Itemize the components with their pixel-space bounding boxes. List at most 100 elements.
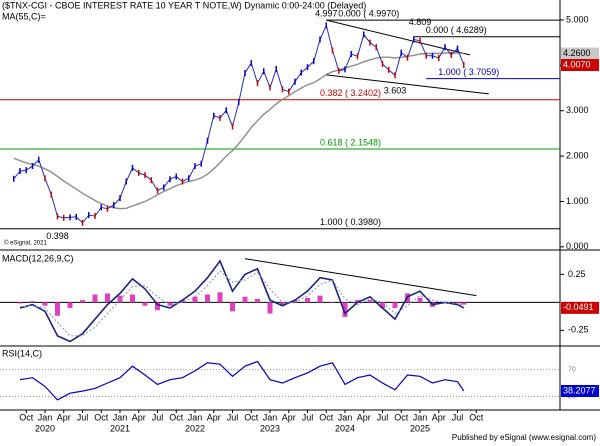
point-label: 4.997 — [315, 8, 338, 18]
histogram-bar — [380, 302, 385, 308]
x-year-label: 2024 — [335, 423, 355, 433]
y-tick-label: -0.25 — [568, 325, 589, 335]
histogram-bar — [192, 296, 198, 303]
trendline — [244, 258, 477, 297]
histogram-bar — [267, 302, 273, 314]
fib-label: 0.618 ( 2.1548) — [320, 137, 381, 147]
histogram-bar — [342, 302, 348, 317]
value-label: 38.2077 — [563, 385, 596, 395]
x-tick-label: Jan — [263, 412, 278, 422]
point-label: 0.398 — [46, 231, 69, 241]
x-tick-label: Jan — [338, 412, 353, 422]
x-tick-label: Apr — [57, 412, 71, 422]
histogram-bar — [180, 300, 185, 303]
x-tick-label: Jul — [452, 412, 464, 422]
x-tick-label: Oct — [394, 412, 409, 422]
histogram-bar — [305, 297, 310, 303]
histogram-bar — [355, 300, 360, 303]
x-tick-label: Apr — [357, 412, 371, 422]
histogram-bar — [417, 297, 423, 303]
trendline — [326, 74, 489, 95]
indicator-line — [19, 259, 465, 343]
y-tick-label: 5.000 — [566, 14, 589, 24]
x-tick-label: Apr — [432, 412, 446, 422]
point-label: 3.603 — [384, 86, 407, 96]
x-tick-label: Oct — [319, 412, 334, 422]
x-year-label: 2022 — [185, 423, 205, 433]
histogram-bar — [105, 293, 110, 303]
fib-label: 0.000 ( 4.6289) — [426, 25, 487, 35]
value-label: -0.0491 — [563, 302, 594, 312]
y-tick-label: 70 — [568, 366, 576, 373]
x-tick-label: Jan — [113, 412, 128, 422]
value-label-box — [561, 59, 599, 72]
x-tick-label: Jan — [188, 412, 203, 422]
x-year-label: 2023 — [260, 423, 280, 433]
x-tick-label: Jul — [227, 412, 239, 422]
signal-line — [19, 270, 464, 337]
x-tick-label: Jan — [413, 412, 428, 422]
histogram-bar — [330, 302, 335, 303]
value-label-box — [561, 301, 599, 314]
histogram-bar — [205, 294, 210, 303]
histogram-bar — [42, 302, 48, 306]
y-tick-label: 3.000 — [566, 105, 589, 115]
value-label: 4.0070 — [563, 59, 591, 69]
histogram-bar — [30, 301, 35, 303]
histogram-bar — [217, 292, 223, 303]
fib-label: 0.382 ( 3.2402) — [320, 88, 381, 98]
x-tick-label: Oct — [469, 412, 484, 422]
histogram-bar — [242, 296, 248, 303]
histogram-bar — [155, 302, 160, 311]
fib-label: 1.000 ( 0.3980) — [320, 217, 381, 227]
x-year-label: 2020 — [35, 423, 55, 433]
y-tick-label: 1.000 — [566, 196, 589, 206]
x-tick-label: Apr — [282, 412, 296, 422]
moving-average-line — [13, 52, 464, 210]
histogram-bar — [80, 300, 85, 303]
x-tick-label: Jan — [38, 412, 53, 422]
panel-title: RSI(14,C) — [2, 348, 42, 358]
x-tick-label: Jul — [302, 412, 314, 422]
x-tick-label: Jul — [377, 412, 389, 422]
histogram-bar — [317, 295, 323, 303]
chart-title: ($TNX-CGI - CBOE INTEREST RATE 10 YEAR T… — [2, 0, 366, 10]
credit: © eSignal, 2021 — [4, 240, 47, 247]
histogram-bar — [367, 300, 373, 303]
histogram-bar — [17, 302, 23, 304]
fib-label: 1.000 ( 3.7059) — [438, 67, 499, 77]
x-tick-label: Apr — [132, 412, 146, 422]
histogram-bar — [292, 300, 298, 303]
x-tick-label: Jul — [152, 412, 164, 422]
x-tick-label: Oct — [169, 412, 184, 422]
histogram-bar — [117, 295, 123, 303]
x-tick-label: Oct — [244, 412, 259, 422]
histogram-bar — [92, 294, 98, 303]
x-tick-label: Apr — [207, 412, 221, 422]
histogram-bar — [392, 302, 398, 308]
point-label: 4.809 — [409, 17, 432, 27]
x-tick-label: Oct — [94, 412, 109, 422]
histogram-bar — [55, 302, 60, 316]
value-label-box — [561, 384, 599, 397]
y-tick-label: 2.000 — [566, 150, 589, 160]
footer: Published by eSignal (www.esignal.com) — [452, 433, 596, 442]
panel-title: MACD(12,26,9,C) — [2, 253, 74, 263]
value-label-box — [561, 47, 599, 60]
histogram-bar — [280, 302, 285, 306]
y-tick-label: 0.000 — [566, 241, 589, 251]
x-tick-label: Oct — [19, 412, 34, 422]
x-tick-label: Jul — [77, 412, 89, 422]
fib-label: 0.000 ( 4.9970) — [338, 8, 399, 18]
value-label: 4.2600 — [563, 48, 591, 58]
histogram-bar — [130, 294, 135, 303]
histogram-bar — [67, 302, 73, 308]
legend-entry: MA(55,C)= — [2, 11, 46, 21]
histogram-bar — [455, 302, 460, 304]
histogram-bar — [255, 299, 260, 303]
x-year-label: 2021 — [110, 423, 130, 433]
histogram-bar — [461, 302, 467, 305]
y-tick-label: 0.25 — [568, 269, 586, 279]
